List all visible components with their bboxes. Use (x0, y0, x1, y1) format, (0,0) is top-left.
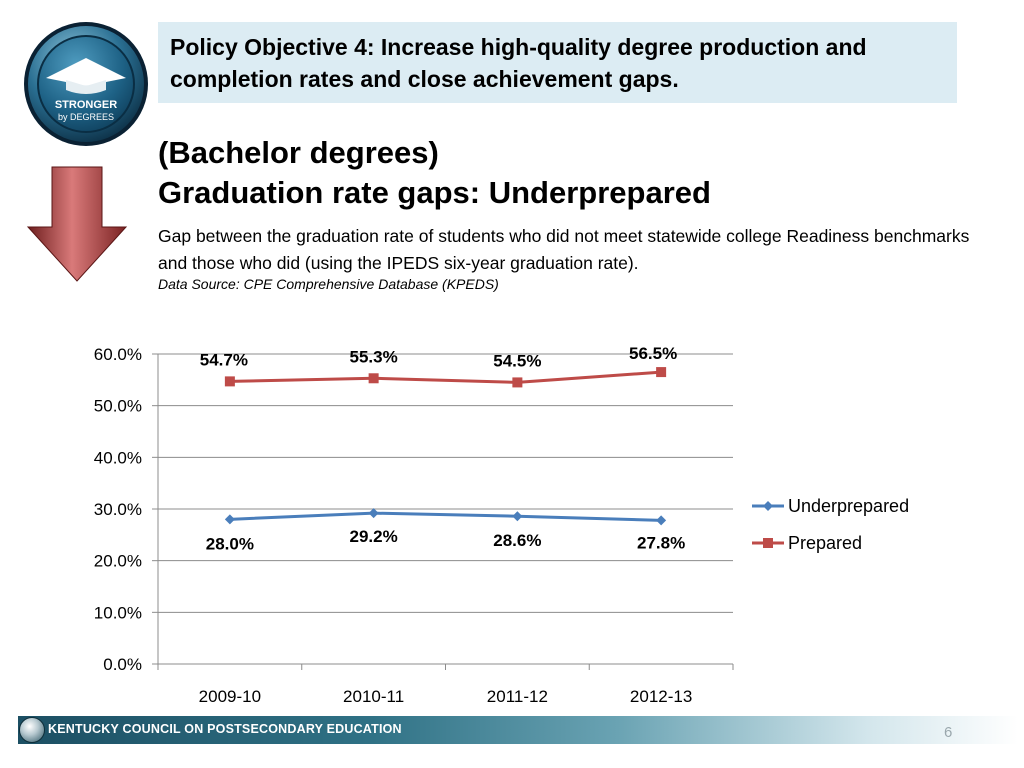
x-tick-label: 2011-12 (487, 687, 548, 706)
chart-axes (152, 353, 734, 670)
y-tick-label: 10.0% (94, 603, 142, 622)
heading-line-1: (Bachelor degrees) (158, 135, 439, 170)
graduation-rate-chart: 0.0% 10.0% 20.0% 30.0% 40.0% 50.0% 60.0% 2009-… (94, 344, 909, 706)
legend-marker (763, 538, 773, 548)
y-tick-label: 20.0% (94, 552, 142, 571)
data-label: 54.7% (200, 350, 248, 369)
y-tick-label: 30.0% (94, 500, 142, 519)
council-seal-icon (19, 717, 45, 743)
slide-heading: (Bachelor degrees) Graduation rate gaps:… (158, 133, 978, 213)
legend-label: Underprepared (788, 496, 909, 516)
data-label: 55.3% (350, 347, 398, 366)
data-point (224, 514, 235, 525)
data-label: 28.6% (493, 531, 541, 550)
data-point (512, 511, 523, 522)
chart-series (224, 367, 667, 526)
data-point (224, 376, 235, 387)
footer-org-name: KENTUCKY COUNCIL ON POSTSECONDARY EDUCAT… (48, 722, 402, 736)
logo-line1: STRONGER (55, 99, 117, 111)
page-number: 6 (944, 724, 953, 741)
x-tick-label: 2009-10 (199, 687, 261, 706)
data-point (512, 377, 523, 388)
data-source: Data Source: CPE Comprehensive Database … (158, 276, 499, 292)
series-line-prepared (229, 370, 662, 384)
y-tick-label: 40.0% (94, 448, 142, 467)
data-point (368, 373, 379, 384)
legend-marker (763, 501, 773, 511)
data-point (656, 367, 667, 378)
x-tick-label: 2012-13 (630, 687, 692, 706)
x-tick-labels: 2009-10 2010-11 2011-12 2012-13 (199, 687, 693, 706)
y-tick-label: 0.0% (103, 655, 142, 674)
data-point (656, 515, 667, 526)
data-label: 54.5% (493, 351, 541, 370)
policy-objective-text: Policy Objective 4: Increase high-qualit… (170, 34, 867, 92)
data-labels: 28.0% 29.2% 28.6% 27.8% 54.7% 55.3% 54.5% 56.5% (200, 344, 685, 553)
down-arrow-icon (26, 166, 128, 282)
stronger-by-degrees-logo: STRONGER by DEGREES (24, 22, 148, 146)
y-tick-labels: 0.0% 10.0% 20.0% 30.0% 40.0% 50.0% 60.0% (94, 345, 142, 674)
legend-label: Prepared (788, 533, 862, 553)
footer-bar: KENTUCKY COUNCIL ON POSTSECONDARY EDUCAT… (18, 716, 1018, 744)
data-label: 28.0% (206, 534, 254, 553)
y-tick-label: 60.0% (94, 345, 142, 364)
logo-line2: by DEGREES (58, 112, 114, 122)
data-point (368, 508, 379, 519)
policy-objective-box: Policy Objective 4: Increase high-qualit… (158, 22, 957, 103)
x-tick-label: 2010-11 (343, 687, 404, 706)
chart-legend: Underprepared Prepared (752, 496, 909, 553)
data-label: 56.5% (629, 344, 677, 363)
y-tick-label: 50.0% (94, 397, 142, 416)
data-label: 29.2% (350, 527, 398, 546)
heading-line-2: Graduation rate gaps: Underprepared (158, 175, 711, 210)
chart-gridlines (158, 353, 733, 613)
chart-description: Gap between the graduation rate of stude… (158, 226, 970, 273)
data-label: 27.8% (637, 533, 685, 552)
series-line-underprepared (229, 511, 662, 522)
